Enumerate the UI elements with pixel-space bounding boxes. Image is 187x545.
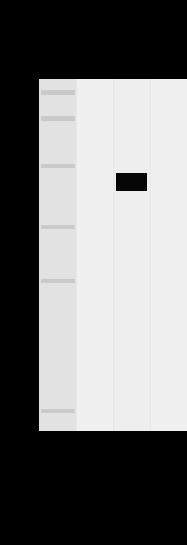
Bar [76, 79, 113, 431]
Bar [41, 117, 75, 121]
Text: 230-: 230- [21, 88, 38, 97]
Bar [41, 225, 75, 229]
Text: 40-: 40- [26, 276, 38, 286]
Bar [41, 164, 75, 168]
Text: 180-: 180- [21, 114, 38, 123]
Bar [39, 79, 76, 431]
Bar [41, 409, 75, 413]
Bar [41, 90, 75, 94]
Text: 66-: 66- [26, 222, 38, 232]
Bar [117, 173, 147, 191]
Bar [41, 278, 75, 283]
Bar [150, 79, 187, 431]
Bar [113, 79, 150, 431]
Text: 116-: 116- [21, 162, 38, 171]
Text: 12-: 12- [26, 407, 38, 415]
